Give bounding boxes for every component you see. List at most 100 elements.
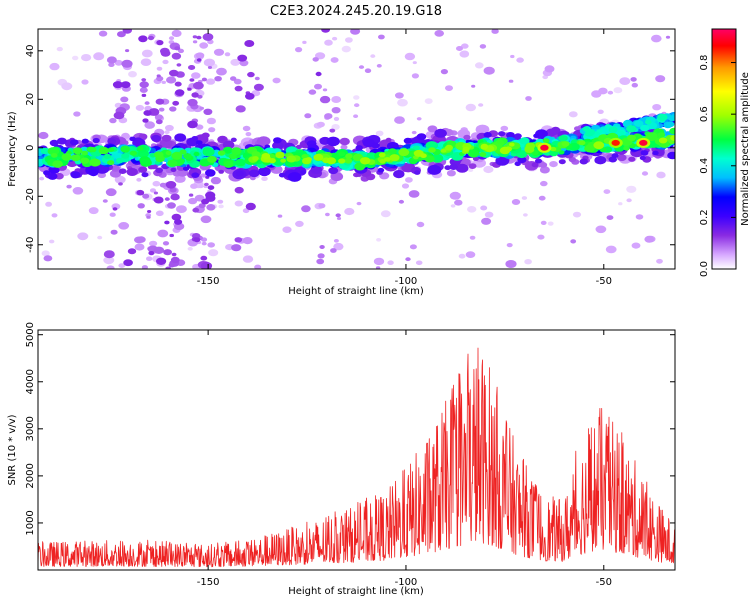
heatmap-cell xyxy=(635,214,644,220)
heatmap-cell xyxy=(166,76,177,84)
heatmap-cell xyxy=(539,162,548,168)
heatmap-cell xyxy=(175,205,187,214)
heatmap-cell xyxy=(224,52,231,57)
heatmap-cell xyxy=(167,159,178,167)
heatmap-cell xyxy=(611,153,619,159)
heatmap-x-label: Height of straight line (km) xyxy=(288,286,424,297)
heatmap-cell xyxy=(338,151,346,157)
heatmap-cell xyxy=(129,150,137,156)
heatmap-cell xyxy=(135,104,145,111)
heatmap-cell xyxy=(455,163,469,173)
heatmap-cell xyxy=(159,139,173,149)
heatmap-cell xyxy=(170,167,177,172)
heatmap-cell xyxy=(98,146,110,155)
heatmap-cell xyxy=(134,243,145,251)
heatmap-cell xyxy=(376,64,382,68)
heatmap-cell xyxy=(469,235,476,240)
heatmap-cell xyxy=(282,226,292,233)
heatmap-cell xyxy=(245,202,256,211)
heatmap-cell xyxy=(272,141,284,150)
heatmap-cell xyxy=(254,76,260,81)
heatmap-cell xyxy=(330,57,339,63)
heatmap-cell xyxy=(427,164,442,175)
heatmap-cell xyxy=(80,157,90,164)
heatmap-cell xyxy=(376,238,382,242)
heatmap-cell xyxy=(171,151,183,160)
heatmap-cell xyxy=(187,120,198,129)
heatmap-cell xyxy=(170,256,180,264)
heatmap-cell xyxy=(171,29,182,37)
heatmap-cell xyxy=(598,87,608,95)
heatmap-cell xyxy=(171,213,182,221)
heatmap-cell xyxy=(428,147,436,153)
heatmap-cell xyxy=(445,144,453,151)
heatmap-cell xyxy=(405,257,411,262)
heatmap-cell xyxy=(324,39,333,46)
heatmap-cell xyxy=(360,157,371,165)
heatmap-cell xyxy=(398,148,410,157)
heatmap-cell xyxy=(155,98,165,105)
heatmap-cell xyxy=(155,210,164,217)
heatmap-cell xyxy=(471,84,476,88)
heatmap-cell xyxy=(519,137,530,145)
heatmap-cell xyxy=(378,152,386,158)
heatmap-cell xyxy=(191,92,199,98)
heatmap-cell xyxy=(446,170,456,177)
heatmap-cell xyxy=(304,113,312,119)
heatmap-cell xyxy=(540,180,548,187)
heatmap-cell xyxy=(172,100,180,106)
heatmap-cell xyxy=(189,78,195,82)
heatmap-cell xyxy=(316,121,325,128)
heatmap-cell xyxy=(202,33,214,41)
heatmap-cell xyxy=(56,46,63,52)
heatmap-frame xyxy=(37,28,676,270)
heatmap-cell xyxy=(152,180,161,187)
heatmap-cell xyxy=(626,185,637,193)
y-tick-label: -40 xyxy=(25,237,36,253)
heatmap-cell xyxy=(465,103,476,112)
heatmap-cell xyxy=(162,241,170,246)
heatmap-cell xyxy=(88,169,99,177)
heatmap-cell xyxy=(156,74,161,78)
snr-frame xyxy=(37,329,676,571)
heatmap-cell xyxy=(49,62,60,71)
heatmap-cell xyxy=(183,153,192,160)
heatmap-cell xyxy=(375,266,381,269)
heatmap-cell xyxy=(191,72,201,79)
heatmap-cell xyxy=(424,98,433,104)
heatmap-cell xyxy=(234,186,244,194)
y-tick-label: 4000 xyxy=(25,369,36,394)
heatmap-cell xyxy=(330,172,344,182)
heatmap-cell xyxy=(141,49,153,58)
heatmap-cell xyxy=(540,220,547,225)
heatmap-cell xyxy=(616,130,625,136)
heatmap-cell xyxy=(403,137,413,144)
heatmap-cell xyxy=(144,121,155,129)
heatmap-cell xyxy=(608,126,618,133)
heatmap-cell xyxy=(354,103,360,108)
heatmap-cell xyxy=(205,191,216,199)
heatmap-cell xyxy=(61,153,72,161)
heatmap-cell xyxy=(657,132,666,138)
heatmap-cell xyxy=(495,156,510,166)
heatmap-cell xyxy=(167,202,176,209)
heatmap-cell xyxy=(506,132,515,139)
heatmap-cell xyxy=(669,127,675,135)
heatmap-cell xyxy=(207,66,213,69)
heatmap-cell xyxy=(73,111,81,117)
heatmap-cell xyxy=(480,143,489,149)
heatmap-cell xyxy=(618,202,623,206)
heatmap-cell xyxy=(478,103,484,107)
heatmap-cell xyxy=(607,90,614,95)
heatmap-cell xyxy=(194,194,205,202)
heatmap-cell xyxy=(483,132,492,138)
snr-axes: -150 -100 -50 1000 2000 3000 4000 5000 xyxy=(25,322,675,588)
heatmap-cell xyxy=(178,48,184,54)
heatmap-cell xyxy=(344,158,353,164)
heatmap-cell xyxy=(523,213,528,217)
heatmap-cell xyxy=(165,181,177,189)
heatmap-cell xyxy=(206,117,216,125)
heatmap-cell xyxy=(350,29,361,35)
heatmap-cell xyxy=(254,264,262,269)
